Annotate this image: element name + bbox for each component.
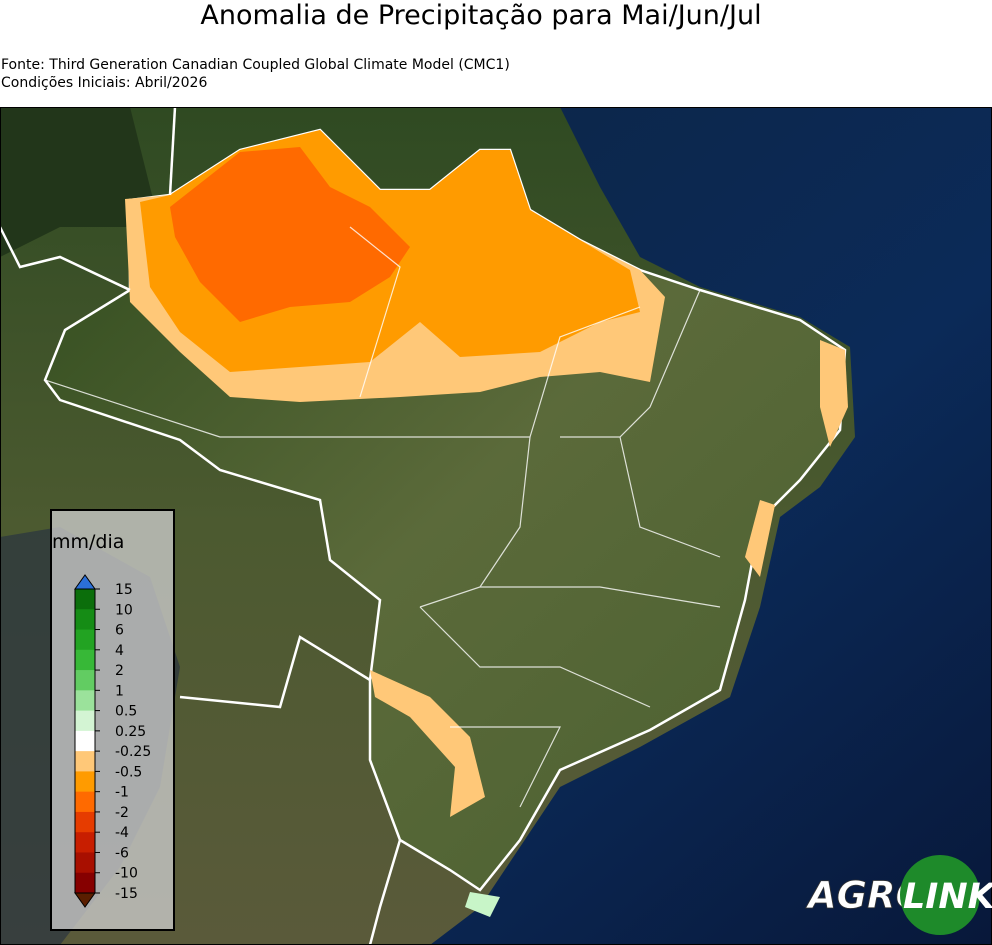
zone-strong	[170, 147, 410, 322]
zone-south	[370, 670, 485, 817]
state-borders	[44, 226, 721, 808]
initial-conditions: Condições Iniciais: Abril/2026	[1, 75, 208, 91]
zone-green	[465, 892, 500, 917]
zone-coast-e	[745, 500, 775, 577]
title: Anomalia de Precipitação para Mai/Jun/Ju…	[200, 0, 762, 31]
country-borders	[0, 107, 402, 945]
land-north	[0, 107, 160, 257]
zone-coast-ne	[820, 340, 848, 447]
source: Fonte: Third Generation Canadian Coupled…	[1, 57, 510, 73]
map	[0, 107, 992, 945]
